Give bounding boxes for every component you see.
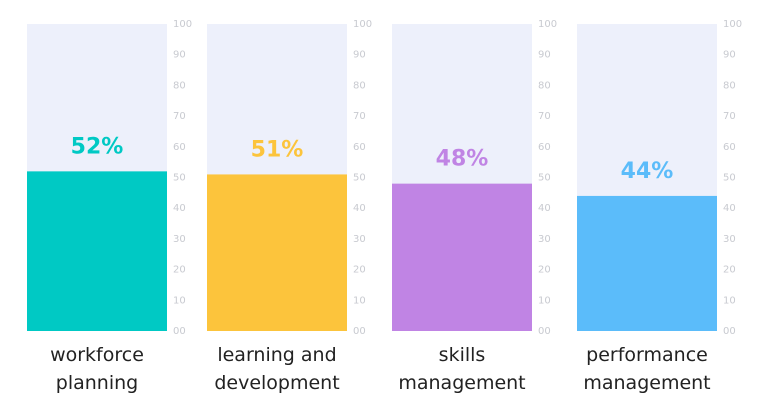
- y-tick-label: 40: [173, 203, 186, 214]
- y-tick-label: 70: [538, 111, 551, 122]
- category-label: learning and development: [214, 344, 340, 394]
- bar: [577, 195, 717, 331]
- y-tick-label: 30: [538, 234, 551, 245]
- y-tick-label: 40: [353, 203, 366, 214]
- value-label: 44%: [621, 159, 674, 184]
- y-tick-label: 100: [538, 19, 557, 30]
- y-tick-label: 70: [173, 111, 186, 122]
- y-tick-label: 20: [723, 265, 736, 276]
- y-tick-label: 80: [538, 80, 551, 91]
- y-tick-label: 00: [353, 326, 366, 337]
- y-tick-label: 90: [538, 50, 551, 61]
- y-tick-label: 40: [723, 203, 736, 214]
- y-tick-label: 90: [353, 50, 366, 61]
- y-tick-label: 90: [173, 50, 186, 61]
- y-tick-label: 00: [723, 326, 736, 337]
- category-label: performance management: [583, 344, 711, 394]
- y-tick-label: 50: [353, 173, 366, 184]
- y-tick-label: 60: [538, 142, 551, 153]
- y-tick-label: 80: [353, 80, 366, 91]
- y-tick-label: 10: [538, 295, 551, 306]
- y-tick-label: 80: [723, 80, 736, 91]
- y-tick-label: 50: [173, 173, 186, 184]
- y-tick-label: 20: [173, 265, 186, 276]
- bar: [207, 174, 347, 331]
- y-tick-label: 10: [353, 295, 366, 306]
- y-tick-label: 30: [173, 234, 186, 245]
- y-tick-label: 60: [723, 142, 736, 153]
- y-tick-label: 60: [353, 142, 366, 153]
- y-tick-label: 30: [353, 234, 366, 245]
- y-tick-label: 50: [538, 173, 551, 184]
- value-label: 51%: [251, 137, 304, 162]
- y-tick-label: 70: [723, 111, 736, 122]
- category-label: workforce planning: [50, 344, 144, 394]
- bar: [27, 171, 167, 331]
- y-tick-label: 90: [723, 50, 736, 61]
- category-label: skills management: [398, 344, 526, 394]
- y-tick-label: 80: [173, 80, 186, 91]
- y-tick-label: 100: [723, 19, 742, 30]
- y-tick-label: 30: [723, 234, 736, 245]
- y-tick-label: 50: [723, 173, 736, 184]
- value-label: 52%: [71, 134, 124, 159]
- y-tick-label: 00: [173, 326, 186, 337]
- y-tick-label: 00: [538, 326, 551, 337]
- y-tick-label: 10: [723, 295, 736, 306]
- y-tick-label: 20: [538, 265, 551, 276]
- y-tick-label: 70: [353, 111, 366, 122]
- y-tick-label: 10: [173, 295, 186, 306]
- y-tick-label: 60: [173, 142, 186, 153]
- y-tick-label: 100: [353, 19, 372, 30]
- y-tick-label: 100: [173, 19, 192, 30]
- value-label: 48%: [436, 147, 489, 172]
- bar: [392, 183, 532, 331]
- y-tick-label: 20: [353, 265, 366, 276]
- y-tick-label: 40: [538, 203, 551, 214]
